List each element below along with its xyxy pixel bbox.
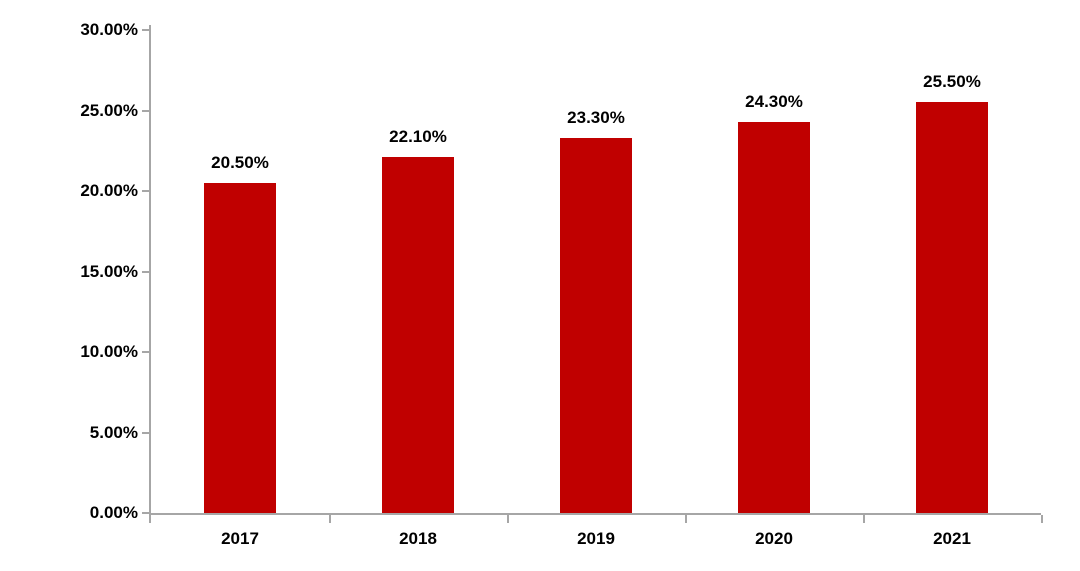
x-axis-category-label: 2020 [755, 529, 793, 548]
y-tick-label: 25.00% [80, 100, 138, 120]
bar-2017 [204, 182, 276, 513]
bar-2021 [916, 102, 988, 513]
x-axis-tick [685, 515, 687, 523]
x-axis-category-label: 2021 [933, 529, 971, 548]
bar-value-label: 23.30% [567, 107, 625, 127]
bar-2019 [560, 137, 632, 513]
y-tick-label: 5.00% [89, 422, 138, 442]
y-axis-tick [142, 270, 149, 273]
bar-value-label: 22.10% [389, 127, 447, 147]
y-axis-tick [142, 190, 149, 192]
bar-value-label: 24.30% [745, 91, 803, 111]
x-axis-tick [1041, 515, 1043, 523]
y-tick-label: 20.00% [80, 181, 138, 200]
y-axis-tick [142, 29, 149, 31]
x-axis-category-label: 2019 [577, 529, 615, 548]
y-tick-label: 10.00% [80, 342, 138, 361]
x-axis-tick [149, 515, 151, 523]
bar-value-label: 25.50% [923, 72, 981, 92]
y-tick-label: 30.00% [80, 20, 138, 39]
x-axis-tick [507, 515, 509, 523]
x-axis-tick [329, 515, 331, 523]
y-axis-tick [142, 431, 149, 434]
bar-2020 [738, 121, 810, 513]
y-axis-line [149, 25, 151, 515]
plot-area: 20.50% 2017 22.10% 2018 23.30% 2019 24.30% 2020… [142, 25, 1043, 548]
y-axis-tick [142, 109, 149, 112]
x-axis-category-label: 2017 [221, 529, 259, 548]
y-axis-tick [142, 512, 149, 514]
bar-2018 [382, 157, 454, 513]
x-axis-tick [863, 515, 865, 523]
y-tick-label: 0.00% [89, 503, 138, 522]
y-tick-label: 15.00% [80, 261, 138, 281]
bar-value-label: 20.50% [211, 152, 269, 172]
x-axis-line [149, 513, 1041, 515]
x-axis-category-label: 2018 [399, 529, 437, 548]
y-axis-tick [142, 351, 149, 353]
